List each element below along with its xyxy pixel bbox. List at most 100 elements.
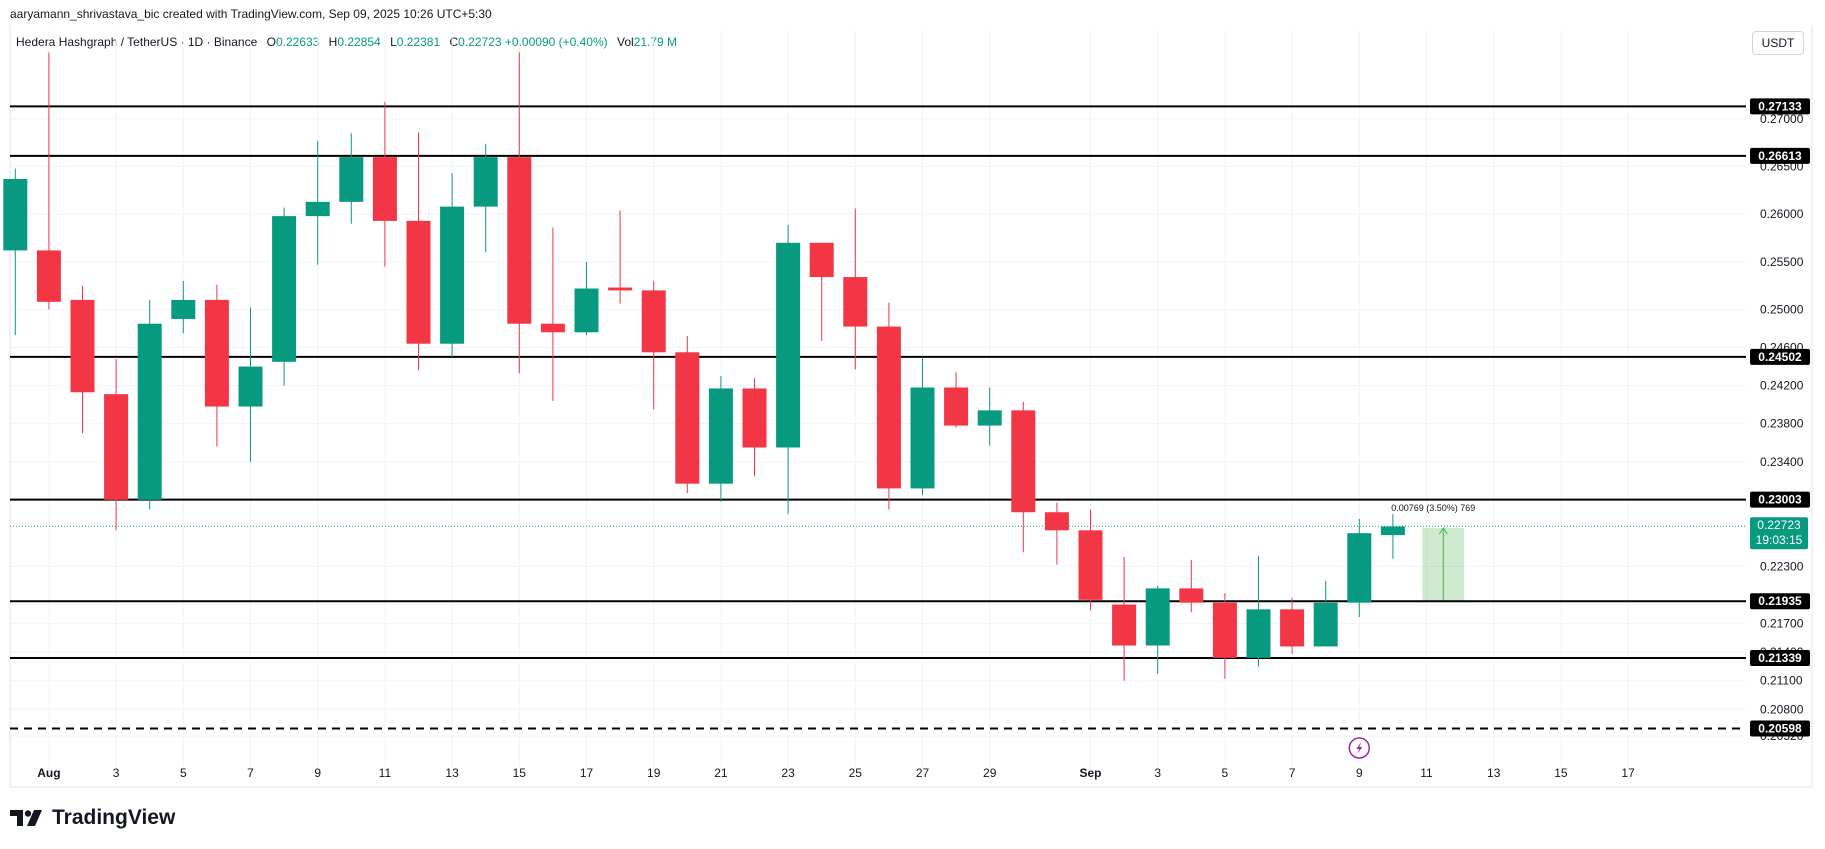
price-axis-label: 0.22300	[1760, 559, 1804, 573]
candle[interactable]	[1044, 512, 1069, 531]
candle[interactable]	[1011, 410, 1036, 513]
level-price-tag	[1750, 649, 1810, 666]
candle[interactable]	[708, 388, 733, 484]
currency-button[interactable]: USDT	[1752, 31, 1804, 55]
time-axis-label: Aug	[37, 766, 60, 780]
candle[interactable]	[1112, 604, 1137, 646]
candle[interactable]	[305, 201, 330, 217]
candle[interactable]	[406, 220, 431, 344]
level-price-tag	[1750, 147, 1810, 164]
current-price-label: 0.22723	[1757, 518, 1801, 532]
candle[interactable]	[944, 387, 969, 426]
candle[interactable]	[137, 323, 162, 500]
close-label: C	[449, 35, 459, 49]
level-price-label: 0.23003	[1758, 493, 1802, 507]
price-axis-label: 0.23400	[1760, 455, 1804, 469]
candle[interactable]	[272, 216, 297, 362]
time-axis-label: 9	[1356, 766, 1363, 780]
time-axis-label: 7	[1289, 766, 1296, 780]
price-axis-label: 0.20800	[1760, 702, 1804, 716]
level-price-tag	[1750, 348, 1810, 365]
price-axis-label: 0.25000	[1760, 302, 1804, 316]
candle[interactable]	[910, 387, 935, 489]
level-price-tag	[1750, 720, 1810, 737]
time-axis-label: 5	[1222, 766, 1229, 780]
tradingview-logo-text: TradingView	[52, 806, 176, 829]
level-price-label: 0.21935	[1758, 594, 1802, 608]
symbol-name[interactable]: Hedera Hashgraph / TetherUS · 1D · Binan…	[16, 35, 258, 49]
time-axis-label: 11	[1420, 766, 1433, 780]
time-axis-label: 13	[445, 766, 459, 780]
tradingview-branding[interactable]: TradingView	[10, 806, 175, 830]
candle[interactable]	[1347, 533, 1372, 603]
high-label: H	[328, 35, 338, 49]
time-axis-label: 3	[1154, 766, 1161, 780]
candle[interactable]	[171, 299, 196, 319]
candle[interactable]	[1380, 526, 1405, 536]
level-price-tag	[1750, 593, 1810, 610]
low-label: L	[390, 35, 397, 49]
low-value: 0.22381	[396, 35, 441, 49]
candle[interactable]	[36, 250, 61, 302]
candle[interactable]	[473, 157, 498, 207]
candle[interactable]	[876, 326, 901, 489]
price-axis-label: 0.26000	[1760, 207, 1804, 221]
candle[interactable]	[641, 290, 666, 353]
candle[interactable]	[776, 242, 801, 448]
volume-value: 21.79 M	[633, 35, 678, 49]
candle[interactable]	[440, 206, 465, 344]
level-price-label: 0.26613	[1758, 149, 1802, 163]
candle[interactable]	[540, 323, 565, 333]
candle[interactable]	[742, 388, 767, 448]
candle[interactable]	[204, 299, 229, 407]
volume-label: Vol	[617, 35, 634, 49]
tradingview-logo-icon	[10, 810, 42, 826]
candle[interactable]	[1280, 609, 1305, 647]
chart-attribution: aaryamann_shrivastava_bic created with T…	[10, 7, 492, 21]
candle[interactable]	[675, 352, 700, 484]
price-chart[interactable]: 0.270000.265000.260000.255000.250000.246…	[0, 0, 1825, 790]
candle[interactable]	[1313, 602, 1338, 647]
measure-label: 0.00769 (3.50%) 769	[1391, 503, 1475, 513]
candle[interactable]	[372, 157, 397, 221]
time-axis-label: 29	[983, 766, 997, 780]
candle[interactable]	[1145, 588, 1170, 646]
price-axis-label: 0.21100	[1760, 674, 1803, 688]
time-axis-label: 3	[113, 766, 120, 780]
time-axis-label: 19	[647, 766, 661, 780]
level-price-tag	[1750, 491, 1810, 508]
price-axis-label: 0.24200	[1760, 379, 1804, 393]
time-axis-label: 17	[1621, 766, 1635, 780]
candle[interactable]	[1078, 530, 1103, 600]
candle[interactable]	[1212, 602, 1237, 658]
lightning-icon	[1356, 742, 1363, 754]
symbol-legend: Hedera Hashgraph / TetherUS · 1D · Binan…	[16, 35, 677, 49]
time-axis-label: 7	[247, 766, 254, 780]
candle[interactable]	[1246, 609, 1271, 658]
time-axis-label: 17	[580, 766, 594, 780]
candle[interactable]	[507, 157, 532, 324]
candle[interactable]	[238, 366, 263, 407]
candle[interactable]	[1179, 588, 1204, 603]
time-axis-label: 25	[849, 766, 863, 780]
candle[interactable]	[70, 299, 95, 393]
candle[interactable]	[843, 277, 868, 327]
candle[interactable]	[104, 394, 129, 500]
open-label: O	[266, 35, 276, 49]
candle[interactable]	[3, 179, 28, 251]
time-axis-label: 13	[1487, 766, 1501, 780]
measure-arrowhead	[1438, 527, 1448, 535]
candle[interactable]	[574, 288, 599, 333]
high-value: 0.22854	[337, 35, 381, 49]
level-price-label: 0.24502	[1758, 350, 1802, 364]
time-axis-label: 15	[513, 766, 527, 780]
price-axis-label: 0.25500	[1760, 255, 1804, 269]
candle[interactable]	[608, 287, 633, 291]
candle[interactable]	[809, 242, 834, 278]
candle[interactable]	[339, 157, 364, 202]
level-price-label: 0.21339	[1758, 651, 1802, 665]
time-axis-label: 9	[314, 766, 321, 780]
time-axis-label: 15	[1554, 766, 1568, 780]
candle[interactable]	[977, 410, 1002, 426]
time-axis-label: 23	[781, 766, 795, 780]
